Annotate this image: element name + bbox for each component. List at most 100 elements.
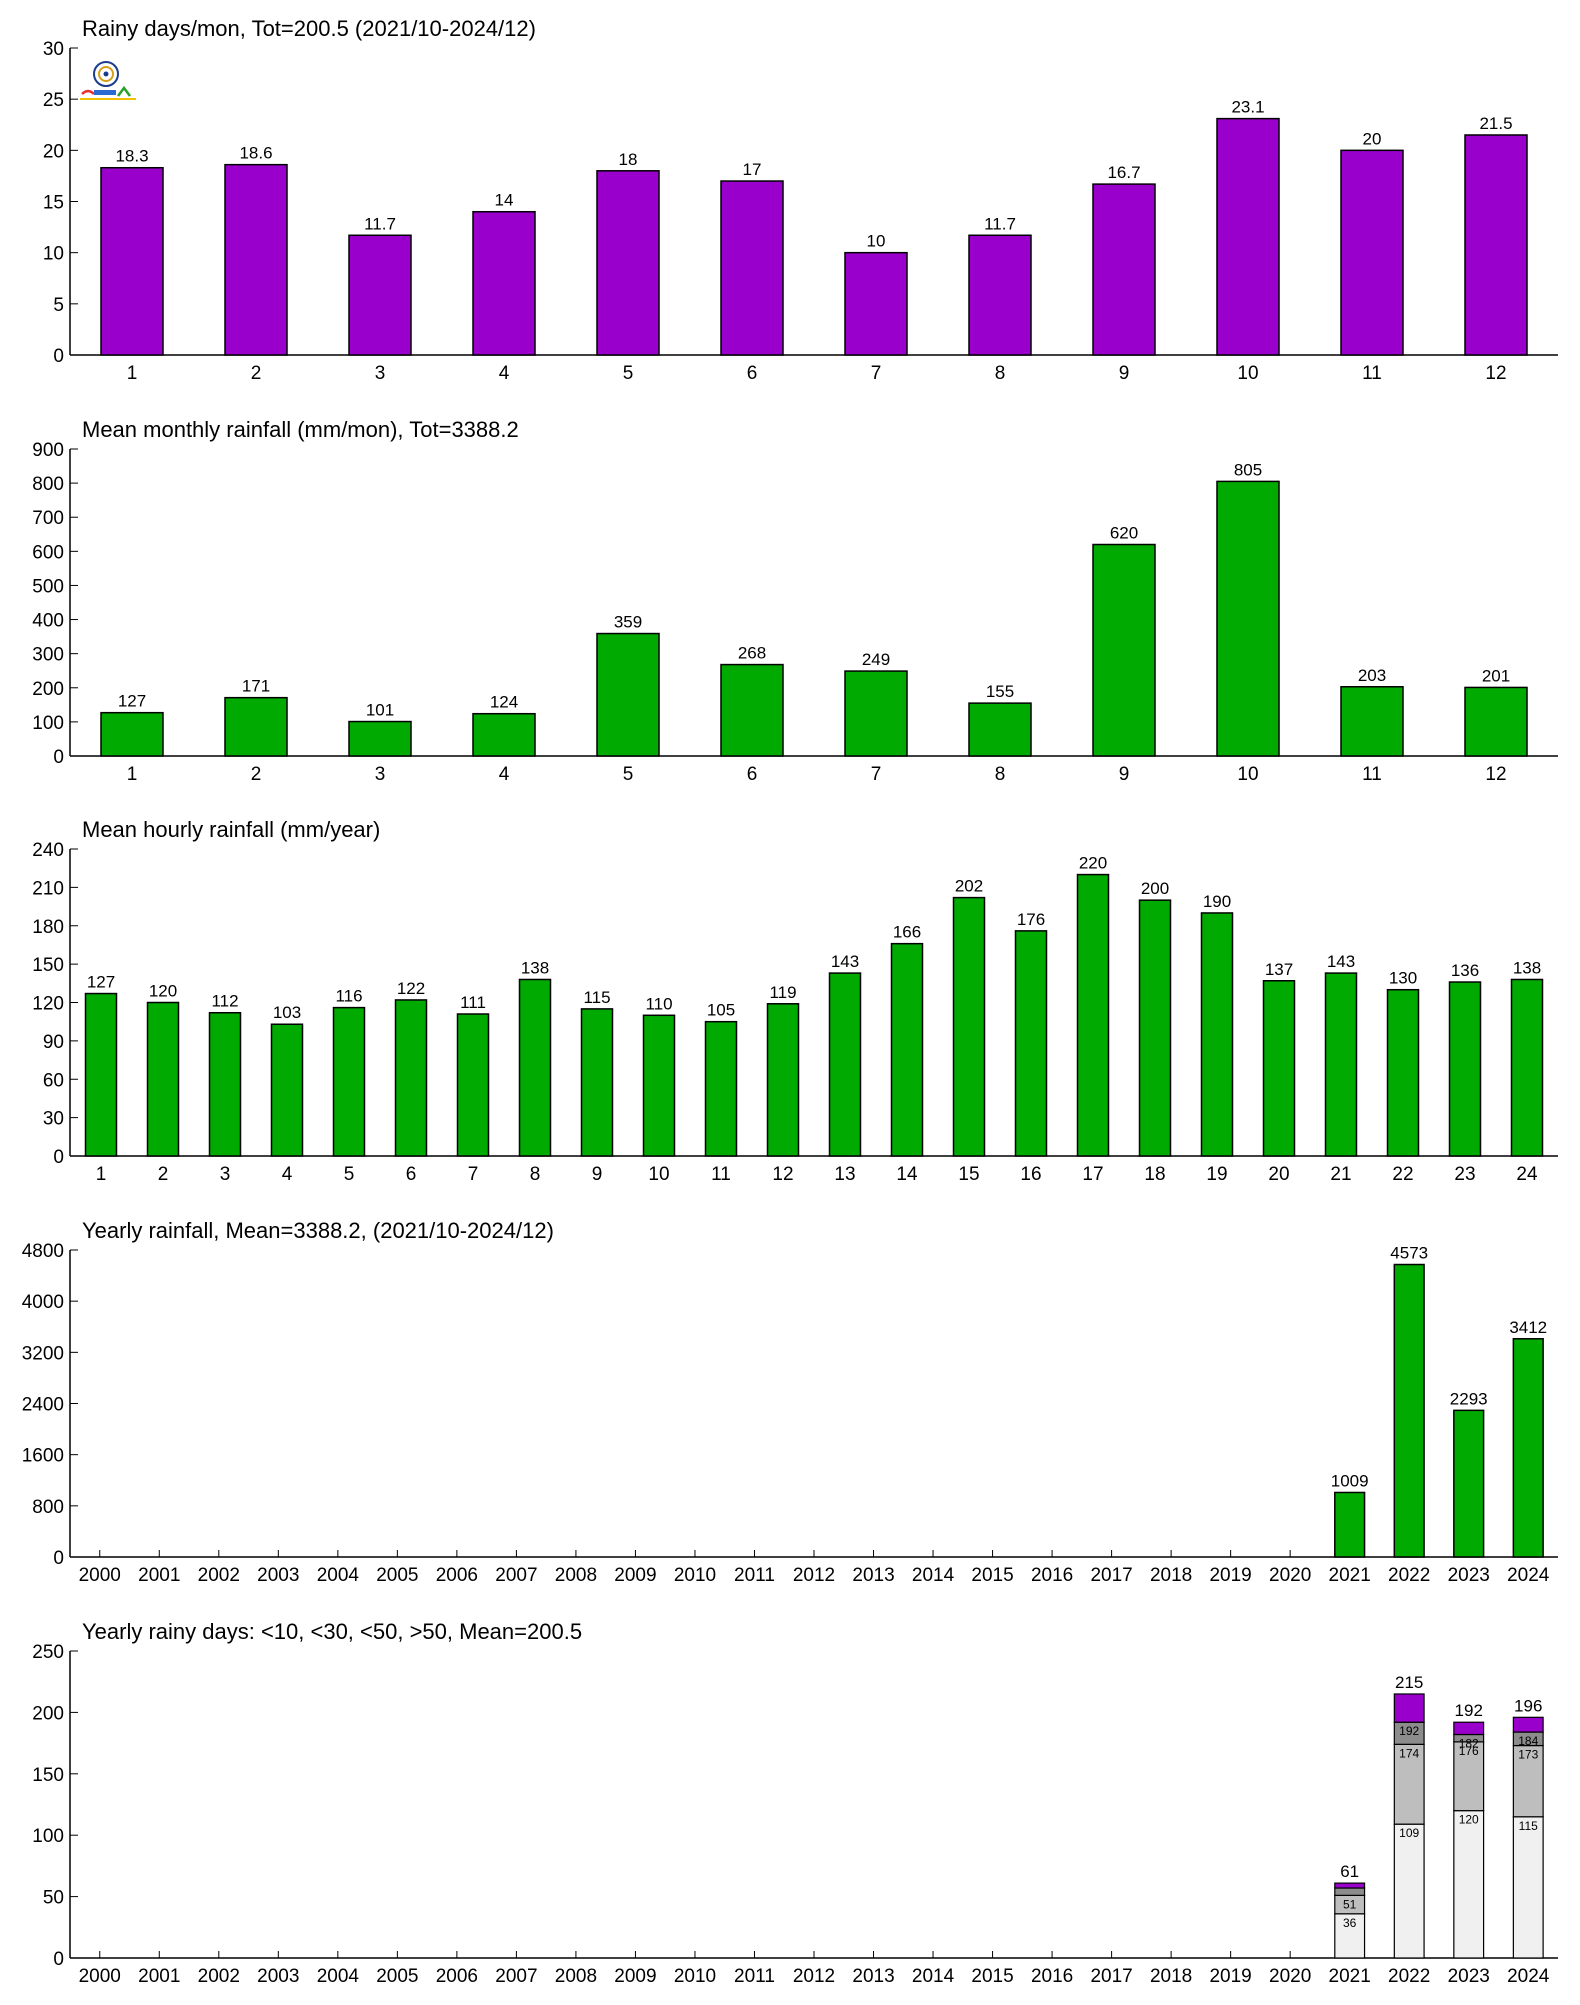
chart-title: Yearly rainfall, Mean=3388.2, (2021/10-2… [82, 1218, 554, 1243]
x-tick-label: 5 [344, 1164, 355, 1185]
y-tick-label: 210 [32, 878, 64, 899]
x-tick-label: 19 [1206, 1164, 1227, 1185]
bar-value-label: 127 [118, 692, 146, 711]
y-tick-label: 90 [43, 1032, 64, 1053]
x-tick-label: 2003 [257, 1565, 299, 1586]
x-tick-label: 2 [251, 764, 262, 785]
x-tick-label: 14 [896, 1164, 918, 1185]
bar-value-label: 4573 [1390, 1244, 1428, 1263]
bar-value-label: 138 [521, 958, 549, 977]
y-tick-label: 150 [32, 955, 64, 976]
bar [224, 696, 288, 757]
bar-value-label: 203 [1358, 666, 1386, 685]
bar-value-label: 136 [1451, 961, 1479, 980]
stacked-segment [1334, 1882, 1366, 1889]
x-tick-label: 2023 [1448, 1565, 1490, 1586]
y-tick-label: 700 [32, 508, 64, 529]
x-tick-label: 5 [623, 764, 634, 785]
x-tick-label: 1 [127, 764, 138, 785]
bar [518, 978, 552, 1157]
x-tick-label: 8 [995, 764, 1006, 785]
x-tick-label: 2006 [436, 1565, 478, 1586]
bar [100, 711, 164, 757]
bar-value-label: 14 [495, 191, 514, 210]
x-tick-label: 16 [1020, 1164, 1041, 1185]
x-tick-label: 2013 [852, 1966, 894, 1987]
bar [890, 942, 924, 1157]
x-tick-label: 2012 [793, 1565, 835, 1586]
x-tick-label: 2004 [317, 1565, 360, 1586]
bar-value-label: 190 [1203, 892, 1231, 911]
bar-value-label: 2293 [1450, 1389, 1488, 1408]
bar [270, 1023, 304, 1157]
stacked-segment [1393, 1693, 1425, 1723]
bar [968, 234, 1032, 356]
bar [1464, 134, 1528, 356]
bar-value-label: 155 [986, 682, 1014, 701]
x-tick-label: 2014 [912, 1565, 955, 1586]
x-tick-label: 4 [282, 1164, 293, 1185]
bar [720, 180, 784, 356]
y-tick-label: 120 [32, 994, 64, 1015]
bar-value-label: 18.6 [239, 144, 272, 163]
stack-value-label: 51 [1343, 1897, 1357, 1911]
x-tick-label: 10 [1237, 363, 1258, 384]
x-tick-label: 1 [96, 1164, 107, 1185]
bar [208, 1011, 242, 1157]
x-tick-label: 2022 [1388, 1966, 1430, 1987]
y-tick-label: 3200 [22, 1343, 64, 1364]
bar [1340, 149, 1404, 356]
stack-value-label: 120 [1459, 1813, 1479, 1827]
x-tick-label: 23 [1454, 1164, 1475, 1185]
bar [1340, 686, 1404, 757]
x-tick-label: 2001 [138, 1966, 180, 1987]
bar [1076, 873, 1110, 1157]
stacked-segment [1453, 1810, 1485, 1959]
bar-value-label: 200 [1141, 879, 1169, 898]
stacked-segment [1512, 1816, 1544, 1959]
stacked-segment [1512, 1716, 1544, 1733]
bar-value-label: 111 [460, 993, 486, 1012]
bar [844, 251, 908, 356]
bar-value-label: 20 [1363, 129, 1382, 148]
bar-total-label: 61 [1340, 1862, 1359, 1881]
stack-value-label: 173 [1518, 1748, 1538, 1762]
bar-value-label: 805 [1234, 460, 1262, 479]
x-tick-label: 2009 [614, 1565, 656, 1586]
x-tick-label: 2017 [1090, 1966, 1132, 1987]
y-tick-label: 20 [43, 141, 64, 162]
chart-title: Yearly rainy days: <10, <30, <50, >50, M… [82, 1619, 582, 1644]
bar-value-label: 249 [862, 650, 890, 669]
x-tick-label: 2002 [198, 1966, 240, 1987]
stacked-segment [1334, 1887, 1366, 1896]
y-tick-label: 1600 [22, 1446, 64, 1467]
x-tick-label: 2012 [793, 1966, 835, 1987]
x-tick-label: 17 [1082, 1164, 1103, 1185]
x-tick-label: 8 [995, 363, 1006, 384]
bar [1216, 480, 1280, 757]
bar [1138, 899, 1172, 1157]
bar-value-label: 130 [1389, 969, 1417, 988]
bar-value-label: 101 [366, 701, 394, 720]
bar-value-label: 171 [242, 677, 270, 696]
y-tick-label: 0 [53, 1949, 64, 1970]
bar [1324, 972, 1358, 1157]
bar [1092, 183, 1156, 356]
x-tick-label: 12 [1485, 764, 1506, 785]
x-tick-label: 11 [1362, 363, 1382, 384]
y-tick-label: 400 [32, 611, 64, 632]
bar [1464, 686, 1528, 757]
x-tick-label: 10 [1237, 764, 1258, 785]
bar-total-label: 215 [1395, 1673, 1423, 1692]
bar-value-label: 105 [707, 1001, 735, 1020]
y-tick-label: 200 [32, 1703, 64, 1724]
chart-panel-3: Mean hourly rainfall (mm/year)0306090120… [32, 817, 1558, 1185]
x-tick-label: 9 [592, 1164, 603, 1185]
y-tick-label: 2400 [22, 1395, 64, 1416]
bar [1334, 1491, 1366, 1558]
x-tick-label: 2008 [555, 1565, 597, 1586]
y-tick-label: 300 [32, 645, 64, 666]
y-tick-label: 150 [32, 1765, 64, 1786]
bar-total-label: 192 [1455, 1701, 1483, 1720]
